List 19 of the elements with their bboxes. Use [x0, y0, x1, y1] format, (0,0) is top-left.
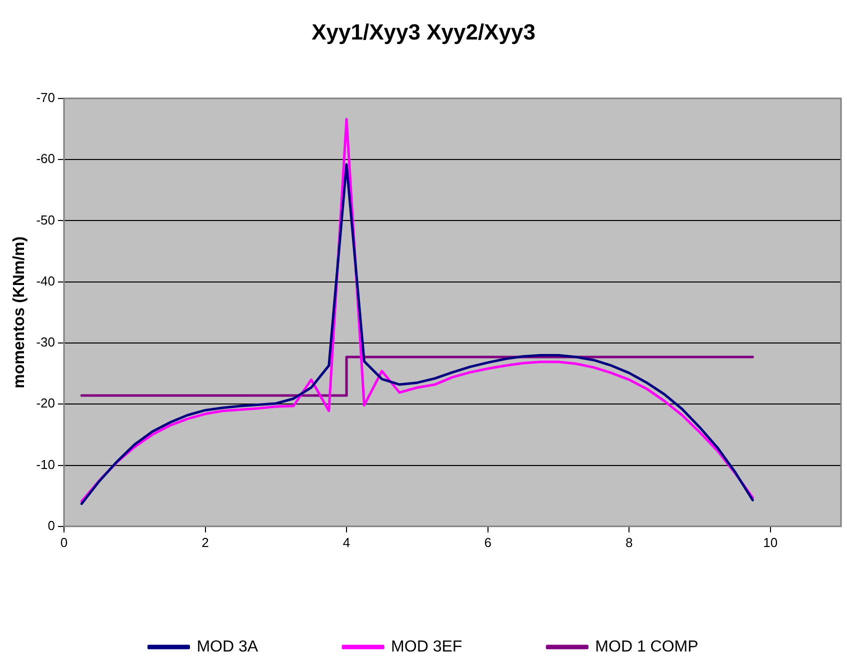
chart-title: Xyy1/Xyy3 Xyy2/Xyy3 [312, 19, 536, 44]
x-tick-label: 8 [625, 534, 633, 550]
x-tick-label: 4 [342, 534, 350, 550]
x-tick-label: 10 [763, 534, 778, 550]
legend-label: MOD 3A [196, 638, 258, 656]
y-tick-label: -40 [36, 273, 55, 288]
y-tick-label: -70 [36, 90, 55, 105]
y-tick-label: -20 [36, 396, 55, 411]
x-tick-label: 6 [484, 534, 492, 550]
y-tick-label: -10 [36, 456, 55, 472]
y-tick-label: -50 [36, 212, 55, 228]
y-tick-label: -30 [36, 334, 55, 350]
y-tick-label: 0 [48, 518, 55, 533]
y-axis-title: momentos (KNm/m) [11, 236, 28, 388]
y-tick-label: -60 [36, 151, 55, 166]
x-tick-label: 0 [60, 534, 68, 550]
legend-label: MOD 1 COMP [595, 638, 698, 656]
legend-label: MOD 3EF [391, 638, 462, 656]
x-tick-label: 2 [202, 534, 209, 550]
